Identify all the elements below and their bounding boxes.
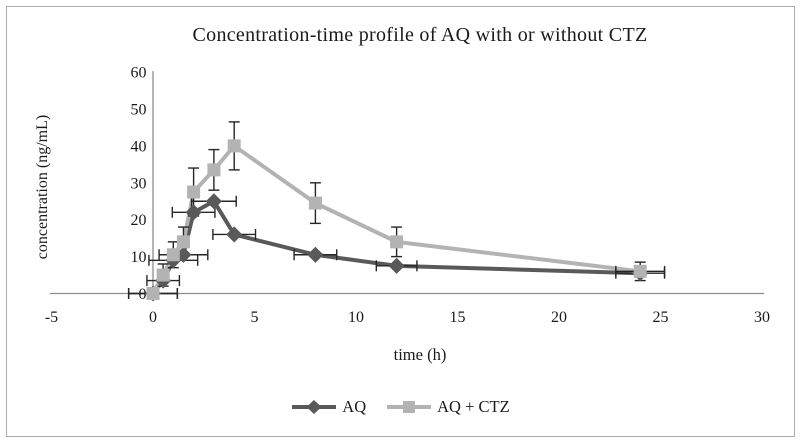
x-tick-label: 10 [348,309,364,326]
y-tick-label: 10 [131,249,147,266]
marker-square-aq-ctz [308,196,322,210]
legend: AQ AQ + CTZ [0,396,801,418]
marker-square-aq-ctz [156,268,170,282]
chart-frame-border [6,6,795,437]
marker-diamond-aq [205,193,222,210]
marker-diamond-aq [226,226,243,243]
y-tick-label: 20 [131,212,147,229]
marker-square-aq-ctz [187,185,201,199]
marker-square-aq-ctz [176,235,190,249]
x-tick-label: 0 [149,309,157,326]
x-tick-label: -5 [45,309,58,326]
marker-square-aq-ctz [227,139,241,153]
diamond-marker-icon [292,400,337,414]
x-tick-label: 15 [450,309,466,326]
marker-square-aq-ctz [390,235,404,249]
legend-item-aq: AQ [291,397,366,417]
chart-title: Concentration-time profile of AQ with or… [192,24,648,46]
legend-label-aq-ctz: AQ + CTZ [437,397,510,416]
marker-diamond-aq [307,246,324,263]
series-line-aq-ctz [151,143,643,296]
y-tick-label: 0 [139,286,147,303]
x-tick-label: 20 [551,309,567,326]
x-axis-label: time (h) [393,345,447,364]
y-tick-label: 40 [131,138,147,155]
legend-label-aq: AQ [342,397,367,416]
marker-diamond-aq [388,257,405,274]
marker-diamond-aq [185,204,202,221]
square-marker-icon [387,401,432,413]
legend-item-aq-ctz: AQ + CTZ [386,397,510,417]
y-tick-label: 50 [131,102,147,119]
marker-square-aq-ctz [207,163,221,177]
y-axis-label: concentration (ng/mL) [34,114,51,260]
marker-square-aq-ctz [146,287,160,300]
y-tick-label: 60 [131,65,147,82]
x-tick-label: 5 [251,309,259,326]
marker-square-aq-ctz [166,248,180,262]
x-tick-label: 30 [754,309,770,326]
y-tick-label: 30 [131,175,147,192]
marker-square-aq-ctz [633,264,647,278]
x-tick-label: 25 [653,309,669,326]
